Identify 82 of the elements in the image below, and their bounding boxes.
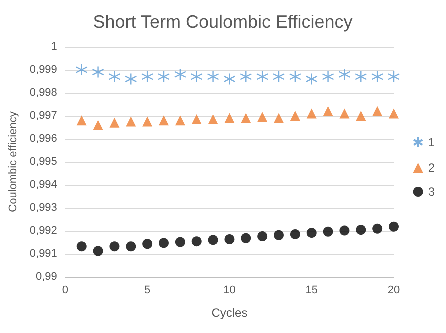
point	[323, 106, 334, 116]
point	[208, 114, 218, 124]
y-tick-label: 0,994	[30, 179, 58, 191]
point	[142, 116, 153, 127]
point	[142, 239, 153, 250]
point	[274, 230, 284, 240]
y-tick-label: 0,999	[30, 64, 58, 76]
x-tick-label: 0	[62, 284, 68, 296]
y-tick-label: 0,992	[30, 225, 58, 237]
point	[108, 70, 121, 83]
y-axis-title: Coulombic efficiency	[8, 111, 20, 212]
point	[224, 234, 235, 245]
legend-label: 2	[428, 161, 436, 175]
point	[141, 70, 154, 83]
y-tick-label: 0,991	[30, 248, 58, 260]
point	[371, 70, 384, 83]
point	[256, 70, 269, 83]
point	[338, 68, 351, 81]
point	[174, 68, 187, 81]
point	[356, 111, 366, 121]
point	[175, 237, 186, 248]
point	[93, 246, 104, 256]
point	[290, 229, 300, 240]
point	[110, 118, 120, 128]
point	[76, 116, 87, 126]
point	[290, 111, 300, 121]
point	[274, 113, 284, 124]
point	[224, 73, 236, 86]
point	[76, 242, 87, 252]
y-tick-label: 0,998	[30, 87, 58, 99]
point	[306, 228, 317, 238]
point	[389, 108, 399, 119]
point	[208, 235, 218, 246]
y-tick-label: 0,997	[30, 110, 58, 122]
y-tick-label: 0,993	[30, 202, 58, 214]
point	[306, 108, 317, 119]
point	[190, 70, 203, 83]
point	[388, 70, 400, 83]
point	[224, 113, 235, 124]
point	[159, 238, 169, 248]
point	[126, 242, 136, 252]
point	[372, 224, 383, 234]
y-tick-label: 1	[51, 41, 58, 53]
point	[356, 225, 366, 236]
legend-label: 3	[428, 185, 436, 199]
x-tick-label: 15	[306, 284, 318, 296]
point	[192, 114, 202, 124]
point	[241, 233, 252, 244]
point	[93, 120, 104, 130]
x-tick-label: 5	[144, 284, 151, 296]
point	[258, 112, 268, 122]
x-tick-label: 10	[224, 284, 236, 296]
point	[207, 70, 220, 83]
point	[322, 70, 334, 83]
y-tick-label: 0,995	[30, 156, 58, 168]
point	[389, 222, 399, 232]
point	[175, 116, 186, 126]
point	[76, 64, 88, 76]
point	[158, 70, 170, 83]
point	[110, 242, 120, 252]
y-tick-label: 0,99	[36, 271, 58, 283]
point	[240, 70, 252, 83]
chart-title: Short Term Coulombic Efficiency	[93, 12, 353, 32]
point	[92, 66, 104, 78]
point	[159, 116, 169, 126]
point	[340, 108, 350, 119]
point	[241, 113, 252, 124]
point	[272, 70, 286, 83]
point	[306, 73, 318, 86]
point	[289, 70, 302, 83]
point	[340, 226, 350, 236]
point	[125, 73, 138, 86]
x-axis-title: Cycles	[212, 306, 248, 320]
x-tick-label: 20	[388, 284, 400, 296]
y-tick-label: 0,996	[30, 133, 58, 145]
point	[372, 106, 383, 116]
point	[126, 116, 136, 127]
legend-label: 1	[428, 136, 436, 150]
point	[192, 236, 202, 247]
point	[355, 70, 368, 83]
point	[258, 232, 268, 242]
point	[323, 226, 334, 237]
